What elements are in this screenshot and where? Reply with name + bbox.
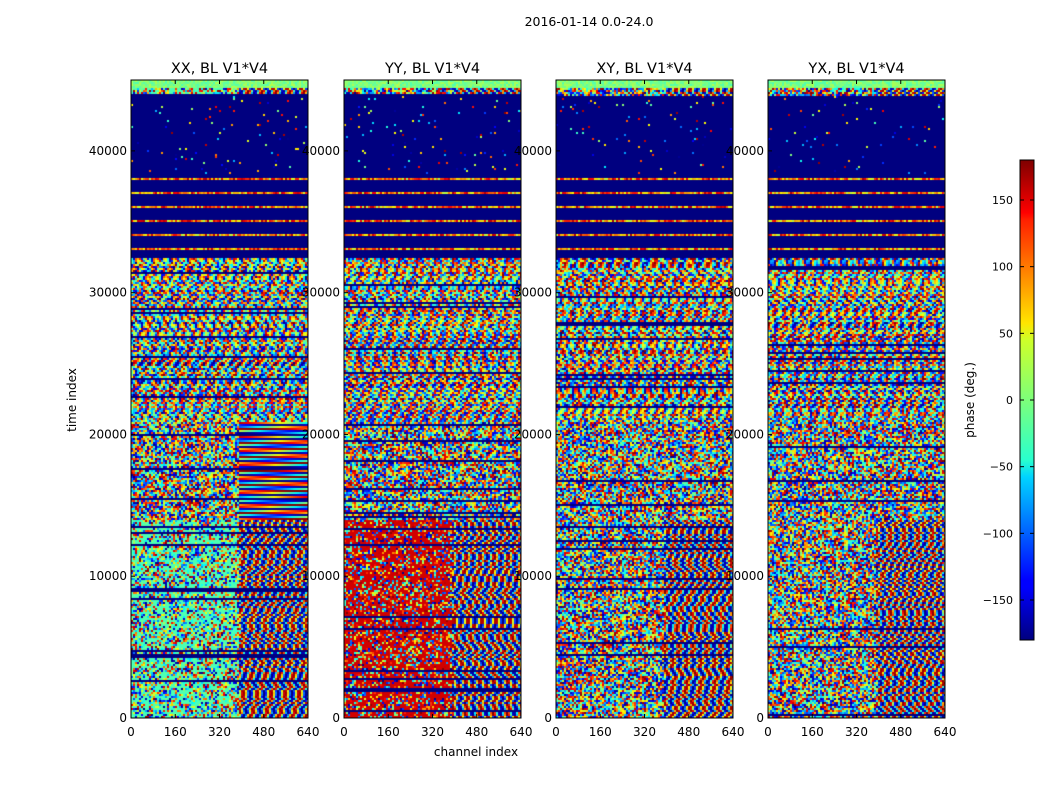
x-tick-label: 480 <box>889 725 912 739</box>
x-tick-label: 320 <box>421 725 444 739</box>
x-tick-label: 480 <box>465 725 488 739</box>
colorbar-tick-label: 0 <box>1006 394 1013 407</box>
x-tick-label: 0 <box>552 725 560 739</box>
panel-xx: XX, BL V1*V4 0 160 320 480 640 0 10000 20000 3000… <box>89 61 320 739</box>
y-tick-label: 30000 <box>89 286 127 300</box>
colorbar-tick-label: 150 <box>992 194 1013 207</box>
panel-yx: YX, BL V1*V4 0 160 320 480 640 0 10000 20000 3000… <box>726 61 957 739</box>
panel-title: XY, BL V1*V4 <box>596 61 692 77</box>
colorbar-tick-label: 100 <box>992 261 1013 274</box>
y-tick-label: 30000 <box>726 286 764 300</box>
heatmap-xy <box>556 80 733 718</box>
colorbar-tick-label: −150 <box>983 594 1013 607</box>
colorbar: −150 −100 −50 0 50 100 150 phase (deg.) <box>963 159 1035 641</box>
heatmap-yx <box>768 80 945 718</box>
y-tick-label: 30000 <box>514 286 552 300</box>
y-tick-label: 10000 <box>514 569 552 583</box>
x-tick-label: 0 <box>127 725 135 739</box>
y-tick-label: 30000 <box>302 286 340 300</box>
colorbar-label: phase (deg.) <box>963 362 977 438</box>
x-tick-label: 160 <box>377 725 400 739</box>
colorbar-tick-label: −50 <box>990 461 1013 474</box>
y-tick-label: 20000 <box>726 427 764 441</box>
y-tick-label: 10000 <box>726 569 764 583</box>
y-tick-label: 0 <box>119 711 127 725</box>
y-tick-label: 40000 <box>514 144 552 158</box>
y-tick-label: 20000 <box>514 427 552 441</box>
x-tick-label: 0 <box>340 725 348 739</box>
x-tick-label: 320 <box>845 725 868 739</box>
figure-title: 2016-01-14 0.0-24.0 <box>525 14 654 29</box>
y-axis-label: time index <box>65 368 79 432</box>
x-tick-label: 640 <box>722 725 745 739</box>
x-tick-label: 480 <box>677 725 700 739</box>
panel-yy: YY, BL V1*V4 0 160 320 480 640 0 10000 20000 3000… <box>302 61 533 739</box>
x-tick-label: 640 <box>510 725 533 739</box>
x-tick-label: 320 <box>633 725 656 739</box>
y-tick-label: 0 <box>332 711 340 725</box>
y-tick-label: 10000 <box>89 569 127 583</box>
panel-title: YX, BL V1*V4 <box>807 61 904 77</box>
x-tick-label: 320 <box>208 725 231 739</box>
x-axis-label: channel index <box>434 745 518 759</box>
x-tick-label: 160 <box>589 725 612 739</box>
x-tick-label: 640 <box>934 725 957 739</box>
y-tick-label: 40000 <box>89 144 127 158</box>
heatmap-xx <box>131 80 308 718</box>
y-tick-label: 20000 <box>89 427 127 441</box>
panel-xy: XY, BL V1*V4 0 160 320 480 640 0 10000 20000 3000… <box>514 61 745 739</box>
colorbar-tick-label: 50 <box>999 327 1013 340</box>
x-tick-label: 0 <box>764 725 772 739</box>
x-tick-label: 640 <box>297 725 320 739</box>
x-tick-label: 480 <box>252 725 275 739</box>
colorbar-ticks: −150 −100 −50 0 50 100 150 <box>983 194 1034 607</box>
colorbar-tick-label: −100 <box>983 527 1013 540</box>
y-tick-label: 20000 <box>302 427 340 441</box>
y-tick-label: 10000 <box>302 569 340 583</box>
panels: XX, BL V1*V4 0 160 320 480 640 0 10000 20000 3000… <box>89 61 957 739</box>
panel-title: YY, BL V1*V4 <box>384 61 480 77</box>
y-tick-label: 0 <box>756 711 764 725</box>
y-tick-label: 40000 <box>302 144 340 158</box>
y-tick-label: 0 <box>544 711 552 725</box>
panel-title: XX, BL V1*V4 <box>171 61 268 77</box>
y-tick-label: 40000 <box>726 144 764 158</box>
x-tick-label: 160 <box>164 725 187 739</box>
heatmap-yy <box>344 80 521 718</box>
x-tick-label: 160 <box>801 725 824 739</box>
